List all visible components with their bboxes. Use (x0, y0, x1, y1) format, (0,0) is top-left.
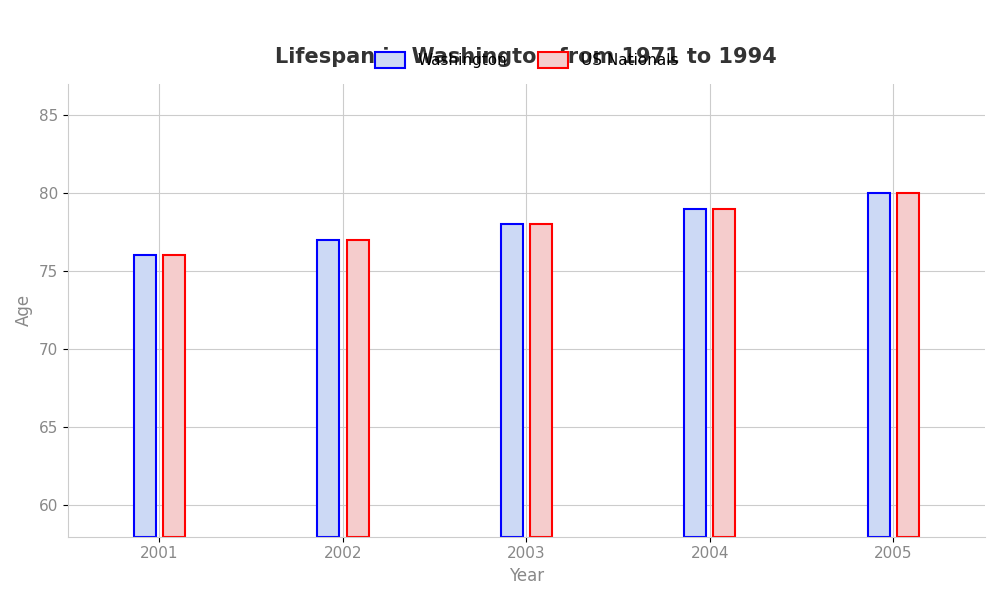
Bar (163, 256, 185, 537)
Bar (713, 209, 735, 537)
Y-axis label: Age: Age (15, 294, 33, 326)
Bar (347, 240, 369, 537)
Bar (868, 193, 890, 537)
Bar (684, 209, 706, 537)
Title: Lifespan in Washington from 1971 to 1994: Lifespan in Washington from 1971 to 1994 (275, 47, 777, 67)
X-axis label: Year: Year (509, 567, 544, 585)
Bar (501, 224, 523, 537)
Bar (134, 256, 156, 537)
Legend: Washington, US Nationals: Washington, US Nationals (369, 46, 684, 74)
Bar (897, 193, 919, 537)
Bar (317, 240, 339, 537)
Bar (530, 224, 552, 537)
